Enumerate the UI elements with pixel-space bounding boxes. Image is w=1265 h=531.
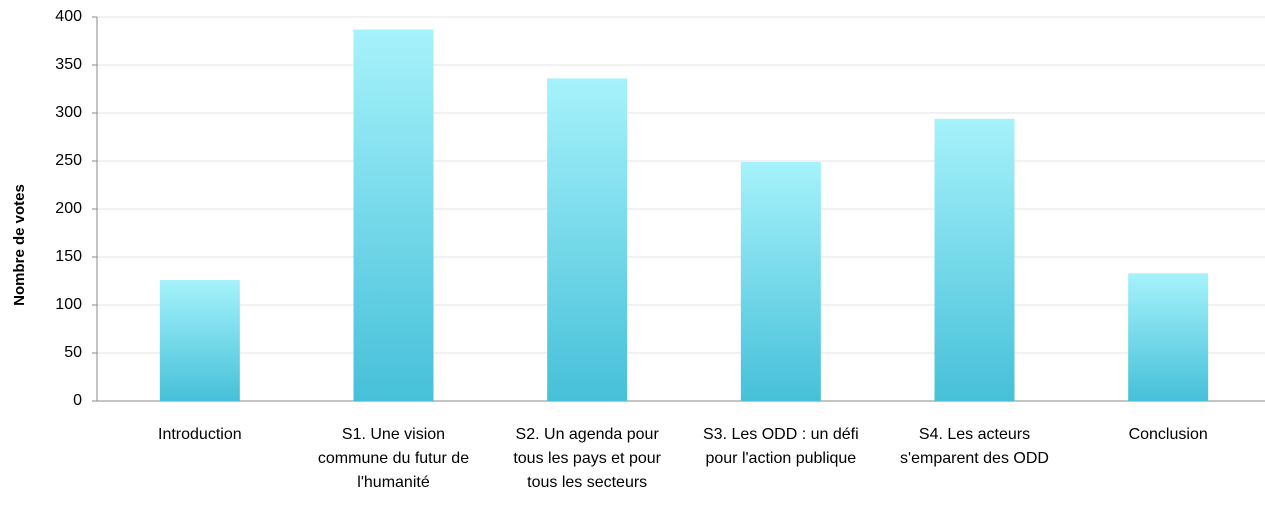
y-tick-label: 0 bbox=[73, 392, 82, 409]
y-tick-label: 300 bbox=[55, 104, 82, 121]
x-tick-label: S4. Les acteurs s'emparent des ODD bbox=[900, 426, 1049, 467]
bar bbox=[740, 161, 821, 401]
y-tick-label: 250 bbox=[55, 152, 82, 169]
x-tick-label: Conclusion bbox=[1128, 426, 1208, 443]
bar bbox=[547, 78, 628, 401]
y-tick-label: 100 bbox=[55, 296, 82, 313]
x-tick-label: S1. Une vision commune du futur de l'hum… bbox=[317, 426, 470, 491]
x-tick-label: Introduction bbox=[158, 426, 242, 443]
y-tick-label: 350 bbox=[55, 56, 82, 73]
bar bbox=[159, 280, 240, 401]
x-tick-label: S2. Un agenda pour tous les pays et pour… bbox=[513, 426, 661, 491]
bar bbox=[1128, 273, 1209, 401]
y-tick-label: 50 bbox=[64, 344, 82, 361]
y-tick-label: 150 bbox=[55, 248, 82, 265]
bar bbox=[353, 29, 434, 401]
y-axis-label: Nombre de votes bbox=[11, 184, 28, 306]
y-tick-label: 400 bbox=[55, 8, 82, 25]
x-tick-label: S3. Les ODD : un défi pour l'action publ… bbox=[703, 426, 859, 467]
bar bbox=[934, 118, 1015, 401]
y-tick-label: 200 bbox=[55, 200, 82, 217]
